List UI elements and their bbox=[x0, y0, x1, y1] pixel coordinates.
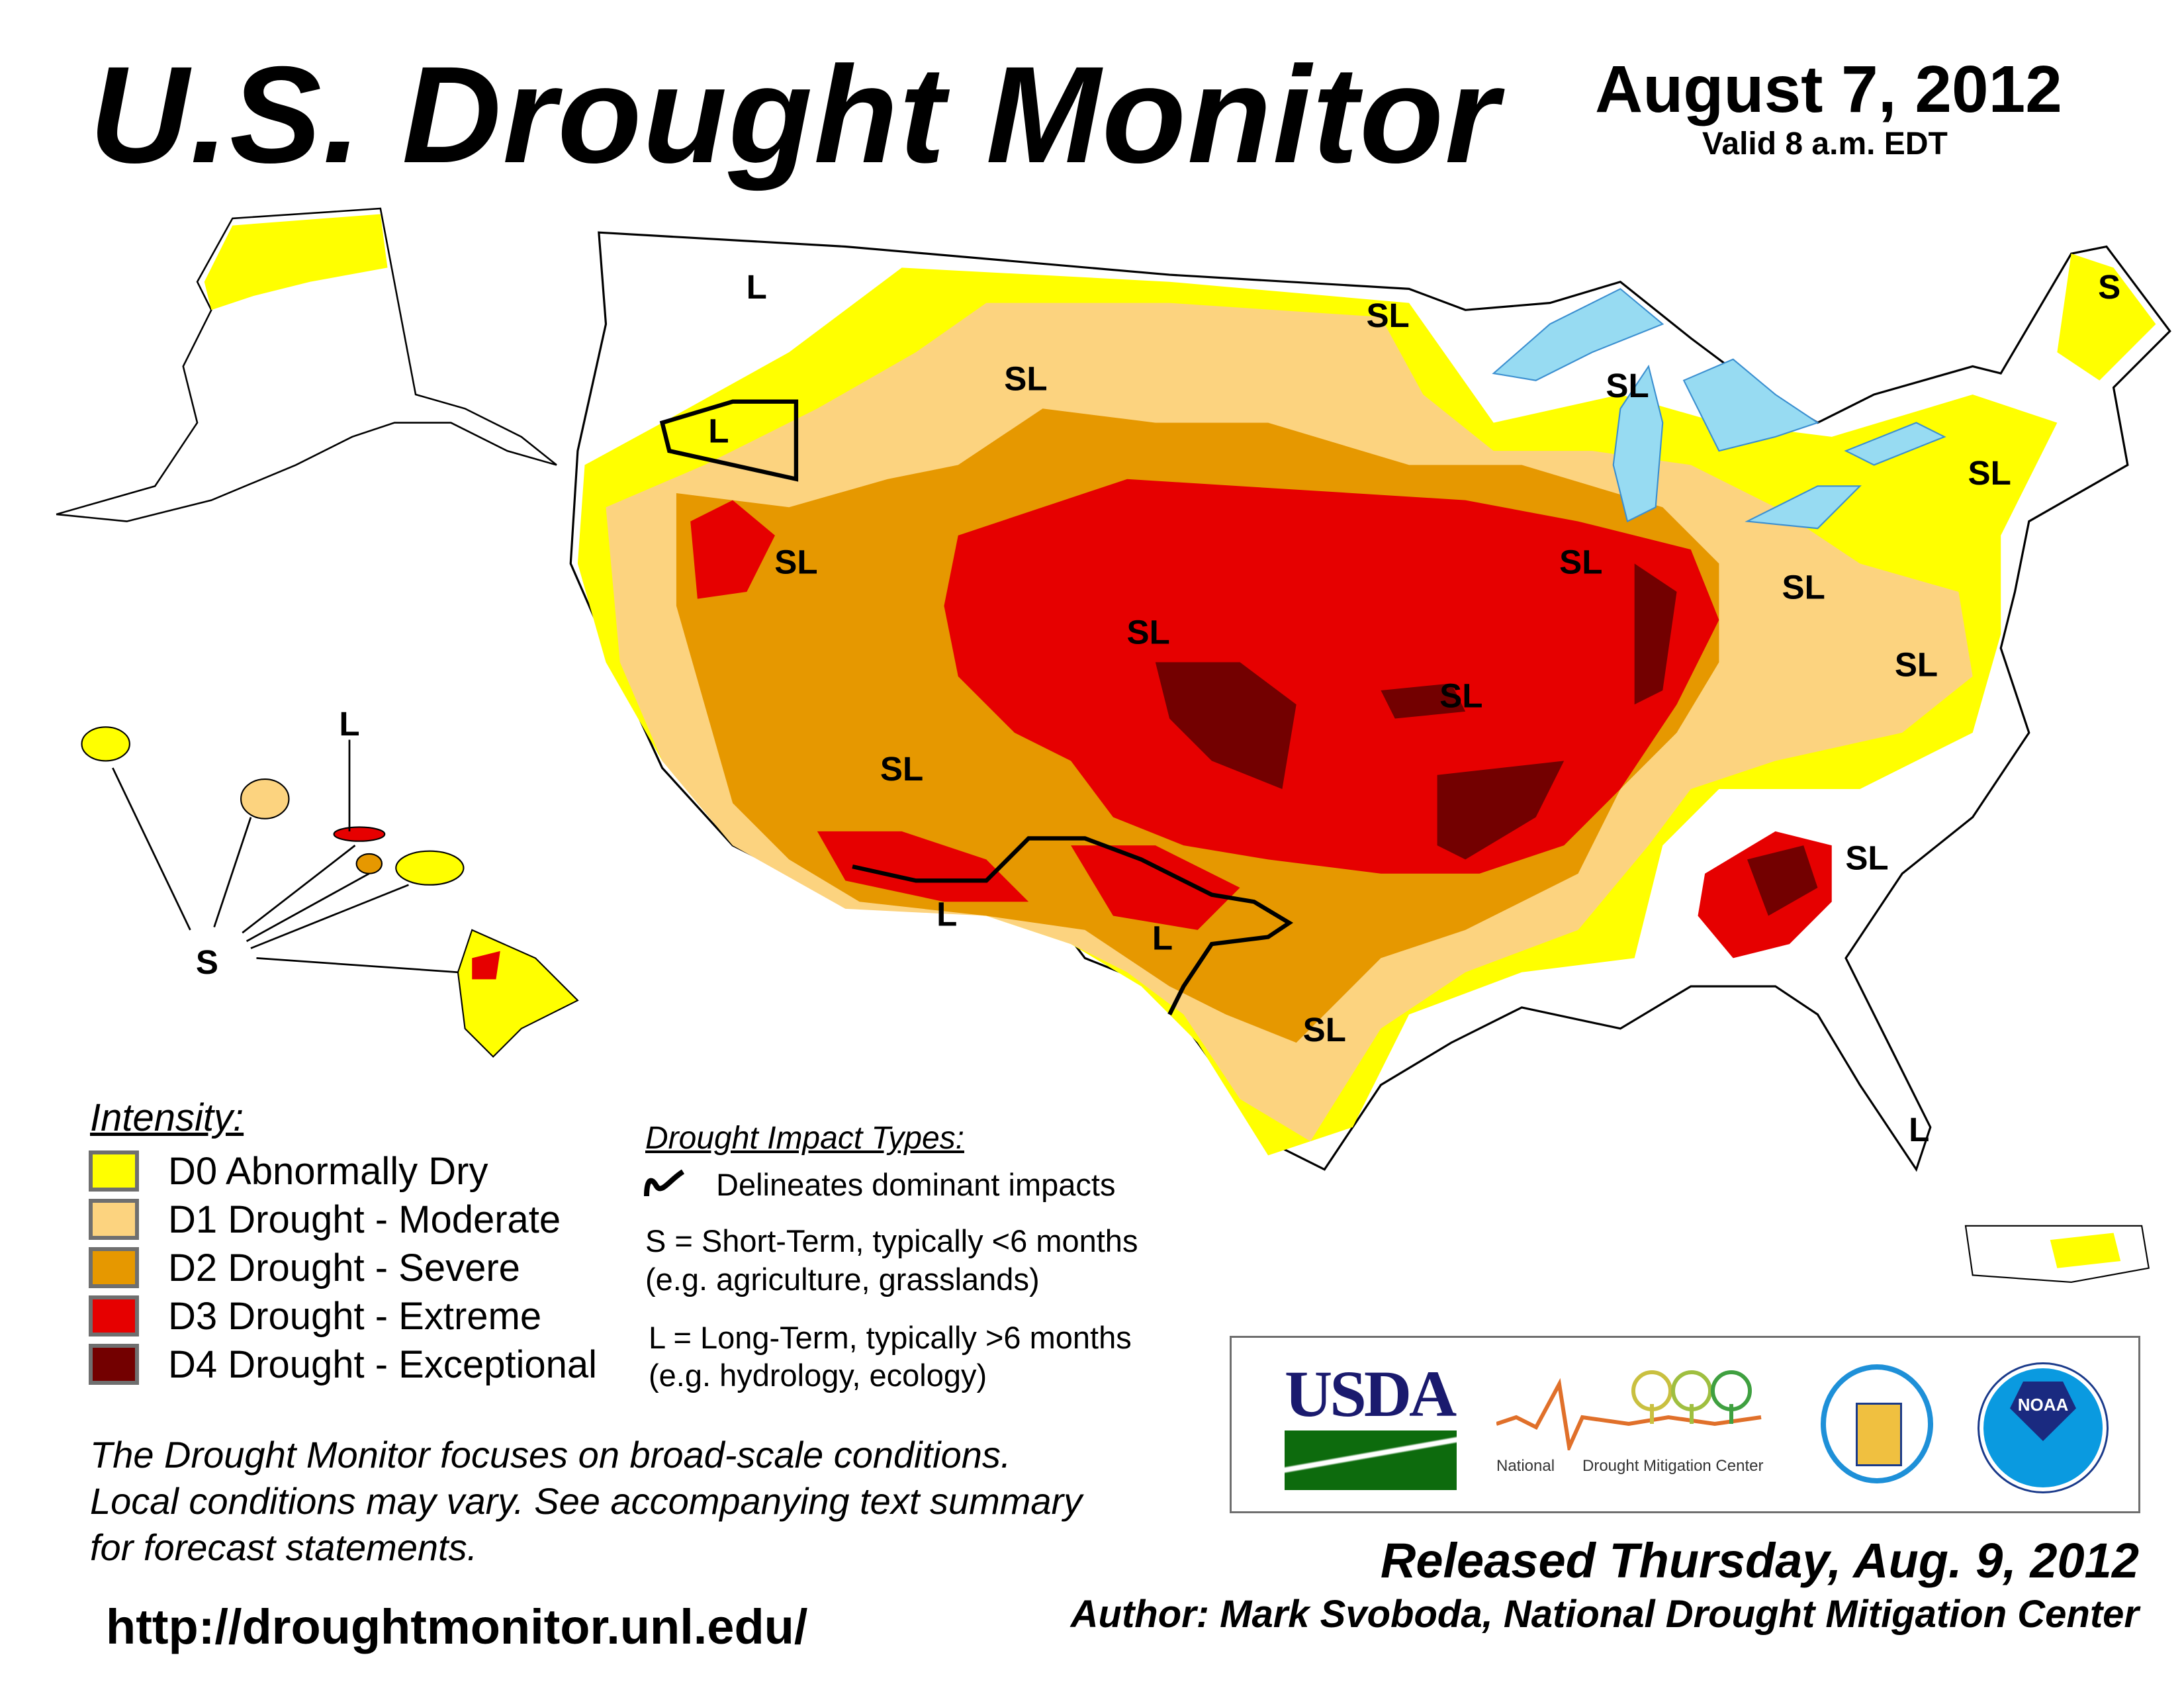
legend-label: D3 Drought - Extreme bbox=[168, 1294, 542, 1338]
usda-field-graphic bbox=[1285, 1430, 1457, 1490]
map-date: August 7, 2012 bbox=[1595, 52, 2062, 126]
ndmc-text-center: Drought Mitigation Center bbox=[1582, 1457, 1764, 1475]
impact-label: L bbox=[747, 268, 767, 306]
legend-label: D1 Drought - Moderate bbox=[168, 1197, 561, 1241]
legend-swatch bbox=[89, 1150, 139, 1192]
d4-area-illinois bbox=[1634, 563, 1677, 705]
ndmc-logo: National Drought Mitigation Center bbox=[1496, 1364, 1774, 1483]
boundary-line-icon bbox=[644, 1169, 685, 1197]
release-date: Released Thursday, Aug. 9, 2012 bbox=[1380, 1533, 2139, 1588]
legend-swatch bbox=[89, 1199, 139, 1240]
author: Author: Mark Svoboda, National Drought M… bbox=[1070, 1593, 2139, 1636]
impact-label: SL bbox=[880, 750, 923, 788]
alaska bbox=[56, 207, 557, 522]
impact-label: S bbox=[2098, 268, 2120, 306]
alaska-d0 bbox=[204, 214, 388, 310]
impact-label: S bbox=[196, 943, 218, 981]
hawaii-leader-lines bbox=[112, 739, 459, 974]
impact-short-term: S = Short-Term, typically <6 months bbox=[645, 1223, 1138, 1258]
great-lakes bbox=[1492, 288, 1946, 530]
impact-label: SL bbox=[1782, 569, 1825, 606]
conus bbox=[569, 231, 2171, 1172]
d3-area-west bbox=[690, 500, 775, 599]
commerce-shield-icon bbox=[1856, 1403, 1902, 1466]
impact-long-examples: (e.g. hydrology, ecology) bbox=[649, 1358, 987, 1393]
legend-swatch bbox=[89, 1295, 139, 1336]
impact-boundary-oregon bbox=[659, 399, 799, 482]
d3-area-texas bbox=[1071, 845, 1240, 930]
impact-label: SL bbox=[1845, 839, 1888, 876]
impact-long-term: L = Long-Term, typically >6 months bbox=[649, 1320, 1132, 1355]
impact-types-title: Drought Impact Types: bbox=[645, 1121, 964, 1156]
impact-label: L bbox=[339, 705, 359, 743]
impact-label: SL bbox=[1606, 367, 1649, 404]
impact-label: SL bbox=[1303, 1011, 1346, 1049]
legend-swatch bbox=[89, 1247, 139, 1288]
legend-item-d3: D3 Drought - Extreme bbox=[89, 1294, 542, 1338]
impact-label: L bbox=[1909, 1111, 1929, 1149]
usda-logo-text: USDA bbox=[1285, 1357, 1457, 1430]
impact-label: SL bbox=[1895, 646, 1938, 684]
d4-area-kansas bbox=[1155, 662, 1297, 789]
impact-short-examples: (e.g. agriculture, grasslands) bbox=[645, 1262, 1040, 1297]
d4-area-georgia bbox=[1747, 845, 1818, 916]
d4-area-missouri bbox=[1381, 683, 1466, 719]
impact-label: SL bbox=[774, 543, 817, 581]
website-link[interactable]: http://droughtmonitor.unl.edu/ bbox=[106, 1599, 808, 1654]
impact-label: SL bbox=[1366, 297, 1409, 334]
impact-label: SL bbox=[1968, 454, 2011, 492]
legend-item-d2: D2 Drought - Severe bbox=[89, 1246, 520, 1289]
legend-swatch bbox=[89, 1344, 139, 1385]
noaa-logo-icon: NOAA bbox=[1978, 1362, 2109, 1493]
legend-item-d0: D0 Abnormally Dry bbox=[89, 1149, 488, 1193]
legend-label: D0 Abnormally Dry bbox=[168, 1149, 488, 1193]
d3-area-southwest bbox=[817, 831, 1029, 902]
ndmc-trees-icon bbox=[1496, 1370, 1762, 1454]
impact-label: SL bbox=[1127, 614, 1170, 651]
noaa-logo-text: NOAA bbox=[2010, 1382, 2076, 1441]
partner-logos: USDA National Drought Mitigation Center … bbox=[1230, 1336, 2140, 1513]
d0-area-northeast bbox=[2057, 254, 2156, 381]
impact-delineates: Delineates dominant impacts bbox=[716, 1167, 1116, 1202]
puerto-rico-d0 bbox=[2050, 1233, 2121, 1268]
impact-label: L bbox=[936, 895, 957, 933]
d4-area-arkansas bbox=[1437, 761, 1565, 860]
impact-label: L bbox=[708, 412, 729, 449]
legend-item-d4: D4 Drought - Exceptional bbox=[89, 1342, 597, 1386]
legend-title: Intensity: bbox=[90, 1096, 244, 1139]
usda-logo: USDA bbox=[1285, 1357, 1457, 1490]
impact-label: SL bbox=[1004, 360, 1047, 398]
legend-label: D4 Drought - Exceptional bbox=[168, 1342, 597, 1386]
impact-label: L bbox=[1152, 919, 1173, 957]
hawaii bbox=[81, 726, 579, 1058]
impact-label: SL bbox=[1439, 677, 1482, 715]
disclaimer-line: for forecast statements. bbox=[90, 1526, 478, 1568]
commerce-seal-icon bbox=[1821, 1364, 1933, 1483]
page-title: U.S. Drought Monitor bbox=[89, 38, 1500, 192]
legend-item-d1: D1 Drought - Moderate bbox=[89, 1197, 561, 1241]
impact-label: SL bbox=[1559, 543, 1602, 581]
disclaimer-line: Local conditions may vary. See accompany… bbox=[90, 1480, 1083, 1522]
valid-time: Valid 8 a.m. EDT bbox=[1702, 126, 1948, 162]
ndmc-text-national: National bbox=[1496, 1457, 1555, 1475]
impact-boundary-southwest bbox=[852, 836, 1294, 1015]
legend-label: D2 Drought - Severe bbox=[168, 1246, 520, 1289]
disclaimer-line: The Drought Monitor focuses on broad-sca… bbox=[90, 1434, 1011, 1476]
